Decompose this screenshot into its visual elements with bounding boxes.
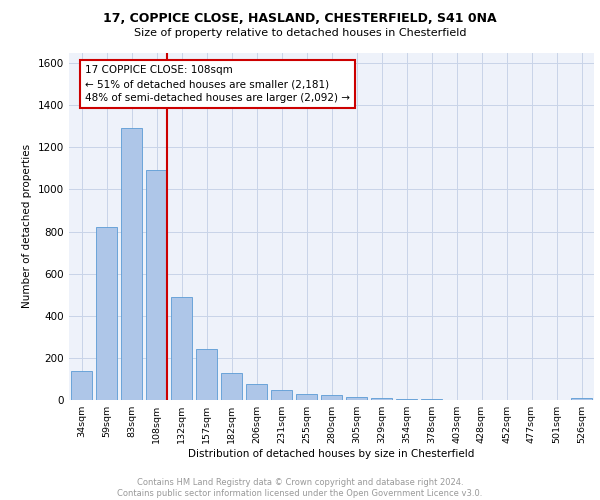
Bar: [146, 170, 167, 400]
Bar: [171, 297, 192, 400]
Text: 17, COPPICE CLOSE, HASLAND, CHESTERFIELD, S41 0NA: 17, COPPICE CLOSE, HASLAND, CHESTERFIELD…: [103, 12, 497, 26]
Text: 17 COPPICE CLOSE: 108sqm
← 51% of detached houses are smaller (2,181)
48% of sem: 17 COPPICE CLOSE: 108sqm ← 51% of detach…: [85, 65, 350, 103]
Bar: [71, 370, 92, 400]
Bar: [121, 128, 142, 400]
Bar: [246, 384, 267, 400]
Bar: [221, 372, 242, 400]
Text: Contains HM Land Registry data © Crown copyright and database right 2024.
Contai: Contains HM Land Registry data © Crown c…: [118, 478, 482, 498]
Bar: [196, 350, 217, 400]
Text: Size of property relative to detached houses in Chesterfield: Size of property relative to detached ho…: [134, 28, 466, 38]
Bar: [96, 228, 117, 400]
X-axis label: Distribution of detached houses by size in Chesterfield: Distribution of detached houses by size …: [188, 449, 475, 459]
Bar: [271, 390, 292, 400]
Bar: [371, 398, 392, 400]
Bar: [571, 398, 592, 400]
Y-axis label: Number of detached properties: Number of detached properties: [22, 144, 32, 308]
Bar: [321, 396, 342, 400]
Bar: [296, 394, 317, 400]
Bar: [346, 398, 367, 400]
Bar: [396, 399, 417, 400]
